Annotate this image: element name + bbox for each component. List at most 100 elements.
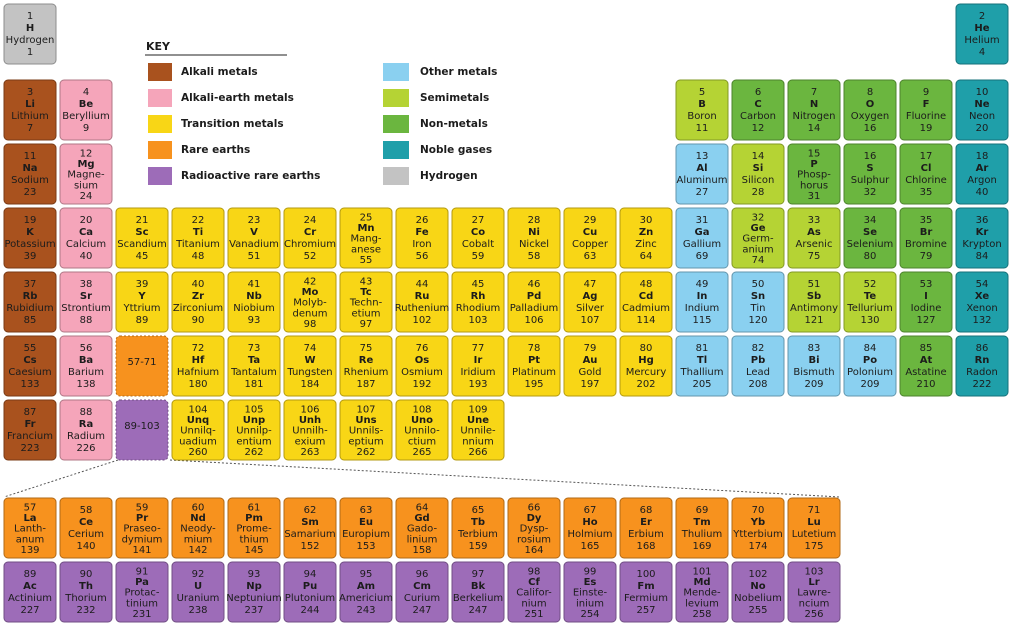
element-name: Mende-: [683, 588, 721, 599]
atomic-mass: 168: [636, 541, 655, 552]
atomic-number: 100: [636, 569, 655, 580]
cell-bg: [899, 143, 953, 205]
element-name: etium: [352, 308, 381, 319]
element-name: Fluorine: [906, 111, 946, 122]
atomic-mass: 238: [188, 605, 207, 616]
element-name: inium: [576, 598, 604, 609]
atomic-number: 8: [867, 87, 873, 98]
atomic-mass: 89: [136, 315, 149, 326]
element-name: Barium: [68, 367, 104, 378]
atomic-number: 81: [696, 343, 709, 354]
element-symbol: At: [920, 355, 933, 366]
atomic-mass: 107: [580, 315, 599, 326]
element-symbol: Nd: [190, 513, 206, 524]
cell-bg: [395, 561, 449, 623]
element-symbol: Bk: [471, 581, 486, 592]
element-name: Actinium: [8, 593, 52, 604]
atomic-mass: 139: [20, 545, 39, 556]
element-name: Oxygen: [851, 111, 890, 122]
key-swatch: [383, 141, 409, 159]
element-name: Molyb-: [293, 298, 327, 309]
cell-bg: [227, 271, 281, 333]
atomic-mass: 16: [864, 123, 877, 134]
element-symbol: Li: [25, 99, 35, 110]
cell-bg: [171, 271, 225, 333]
element-symbol: Sm: [301, 517, 319, 528]
atomic-number: 66: [528, 503, 541, 514]
element-name: sium: [74, 180, 98, 191]
atomic-number: 16: [864, 151, 877, 162]
cell-bg: [227, 497, 281, 559]
atomic-number: 77: [472, 343, 485, 354]
element-symbol: Unh: [299, 415, 321, 426]
atomic-mass: 40: [80, 251, 93, 262]
key-swatch: [383, 63, 409, 81]
element-name: Germ-: [742, 234, 774, 245]
cell-bg: [3, 271, 57, 333]
element-symbol: Rb: [23, 291, 38, 302]
element-name: Nitrogen: [792, 111, 835, 122]
cell-bg: [731, 497, 785, 559]
element-symbol: Sr: [80, 291, 92, 302]
element-symbol: Np: [246, 581, 262, 592]
atomic-number: 68: [640, 505, 653, 516]
atomic-number: 80: [640, 343, 653, 354]
key-swatch: [148, 141, 172, 159]
element-symbol: Tl: [697, 355, 707, 366]
element-name: Lead: [746, 367, 770, 378]
cell-bg: [227, 335, 281, 397]
atomic-number: 92: [192, 569, 205, 580]
element-name: Thulium: [681, 529, 722, 540]
element-symbol: Rn: [975, 355, 990, 366]
element-name: Mang-: [350, 234, 381, 245]
atomic-mass: 27: [696, 187, 709, 198]
atomic-number: 76: [416, 343, 429, 354]
key-title: KEY: [146, 40, 171, 53]
element-symbol: Ni: [528, 227, 540, 238]
atomic-mass: 263: [300, 447, 319, 458]
element-symbol: Une: [467, 415, 489, 426]
atomic-number: 94: [304, 569, 317, 580]
element-name: ctium: [408, 436, 436, 447]
element-symbol: Ho: [582, 517, 597, 528]
element-symbol: U: [194, 581, 202, 592]
element-name: Plutonium: [285, 593, 335, 604]
atomic-number: 107: [356, 405, 375, 416]
cell-bg: [507, 335, 561, 397]
atomic-mass: 257: [636, 605, 655, 616]
cell-bg: [451, 561, 505, 623]
atomic-number: 55: [24, 343, 37, 354]
element-name: Osmium: [401, 367, 443, 378]
element-symbol: Sn: [751, 291, 765, 302]
element-symbol: Pu: [303, 581, 317, 592]
element-name: Thallium: [680, 367, 724, 378]
element-name: Yttrium: [123, 303, 161, 314]
element-symbol: Pt: [528, 355, 540, 366]
atomic-mass: 231: [132, 609, 151, 620]
element-name: Hydrogen: [6, 35, 55, 46]
atomic-number: 109: [468, 405, 487, 416]
element-name: Einste-: [573, 588, 608, 599]
cell-bg: [843, 143, 897, 205]
key-label: Transition metals: [181, 118, 284, 130]
cell-bg: [619, 207, 673, 269]
element-symbol: Au: [583, 355, 598, 366]
cell-bg: [675, 561, 729, 623]
element-cell: 57-71: [115, 335, 169, 397]
element-symbol: Cf: [528, 577, 540, 588]
atomic-number: 1: [27, 11, 33, 22]
element-name: Caesium: [8, 367, 51, 378]
atomic-number: 97: [472, 569, 485, 580]
